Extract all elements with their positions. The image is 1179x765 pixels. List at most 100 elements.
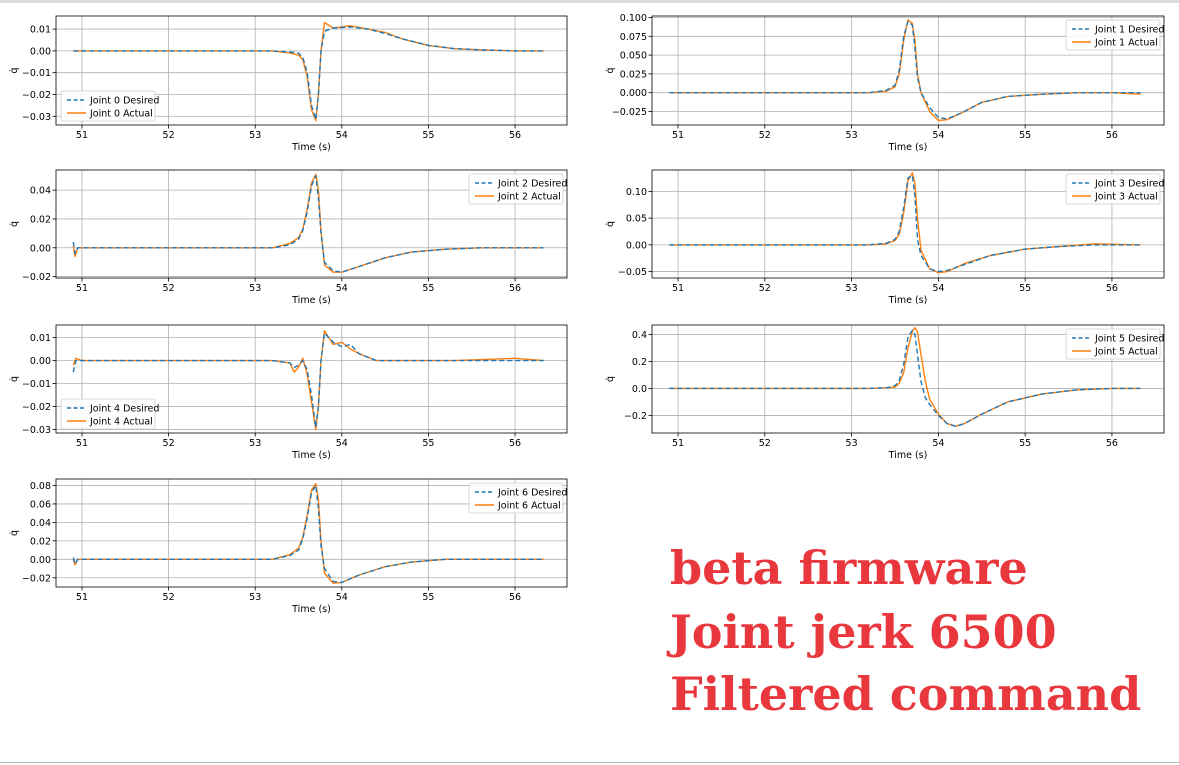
y-axis-label: q̇ — [605, 221, 616, 227]
subplot-joint-5: 51 52 53 54 55 56 −0.2 0.0 0.2 0.4 Time (s) q̇ Joint… — [605, 324, 1165, 461]
x-axis-label: Time (s) — [888, 295, 928, 306]
subplot-joint-2: 51 52 53 54 55 56 −0.02 0.00 0.02 0.04 Time (s) q̇ J… — [9, 169, 568, 306]
subplot-joint-1: 51 52 53 54 55 56 −0.025 0.000 0.025 0.050 0.075 0.… — [605, 13, 1164, 153]
y-tick-label: 0.100 — [620, 13, 647, 24]
x-tick-label: 51 — [672, 438, 684, 449]
subplot-joint-6: 51 52 53 54 55 56 −0.02 0.00 0.02 0.04 0.06 0.08 Tim… — [9, 478, 568, 615]
x-tick-label: 55 — [422, 592, 434, 603]
x-tick-label: 56 — [509, 283, 521, 294]
x-tick-label: 56 — [1106, 438, 1118, 449]
y-tick-label: 0.06 — [30, 499, 51, 510]
legend-label: Joint 2 Actual — [497, 191, 561, 202]
x-tick-label: 52 — [759, 130, 771, 141]
y-tick-label: 0.000 — [620, 88, 647, 99]
caption-line-1: beta firmware — [670, 541, 1028, 595]
x-tick-label: 55 — [422, 283, 434, 294]
desired-line-joint-1 — [669, 20, 1141, 120]
x-tick-label: 52 — [759, 283, 771, 294]
y-tick-label: −0.05 — [618, 267, 647, 278]
x-tick-label: 53 — [846, 130, 858, 141]
y-tick-label: −0.01 — [22, 379, 51, 390]
x-tick-label: 56 — [509, 592, 521, 603]
y-tick-label: 0.075 — [620, 32, 647, 43]
legend-label: Joint 6 Desired — [497, 487, 567, 498]
legend-label: Joint 5 Desired — [1094, 333, 1164, 344]
x-tick-label: 56 — [1106, 283, 1118, 294]
x-tick-label: 54 — [932, 438, 944, 449]
legend-label: Joint 5 Actual — [1094, 346, 1158, 357]
y-axis-label: q̇ — [605, 376, 616, 382]
y-tick-label: 0.4 — [632, 330, 647, 341]
legend: Joint 1 Desired Joint 1 Actual — [1065, 19, 1164, 51]
desired-line-joint-2 — [72, 175, 544, 273]
y-tick-label: 0.00 — [30, 46, 51, 57]
x-tick-label: 51 — [76, 592, 88, 603]
y-axis-label: q̇ — [9, 376, 20, 382]
x-tick-label: 53 — [249, 438, 261, 449]
x-tick-label: 55 — [1019, 438, 1031, 449]
y-tick-label: 0.025 — [620, 69, 647, 80]
y-tick-label: 0.050 — [620, 51, 647, 62]
legend: Joint 3 Desired Joint 3 Actual — [1065, 173, 1164, 205]
axes-frame — [651, 324, 1165, 434]
x-tick-label: 52 — [163, 438, 175, 449]
x-axis-label: Time (s) — [291, 450, 331, 461]
y-tick-label: −0.025 — [612, 107, 647, 118]
legend: Joint 5 Desired Joint 5 Actual — [1065, 328, 1164, 360]
y-tick-label: 0.02 — [30, 214, 51, 225]
y-tick-label: 0.10 — [626, 187, 647, 198]
x-tick-label: 52 — [163, 283, 175, 294]
caption-line-3: Filtered command — [670, 667, 1142, 721]
y-tick-label: 0.04 — [30, 186, 51, 197]
y-tick-label: 0.08 — [30, 481, 51, 492]
x-tick-label: 51 — [76, 130, 88, 141]
y-tick-label: 0.02 — [30, 536, 51, 547]
x-tick-label: 52 — [163, 130, 175, 141]
subplot-joint-0: 51 52 53 54 55 56 −0.03 −0.02 −0.01 0.00 0.01 Time … — [9, 15, 568, 153]
x-tick-label: 52 — [163, 592, 175, 603]
x-tick-label: 56 — [509, 130, 521, 141]
window-top-border — [0, 0, 1179, 3]
x-axis-label: Time (s) — [888, 450, 928, 461]
y-tick-label: 0.2 — [632, 357, 647, 368]
y-axis-label: q̇ — [9, 530, 20, 536]
x-tick-label: 54 — [336, 438, 348, 449]
legend-label: Joint 0 Desired — [89, 95, 159, 106]
y-tick-label: 0.01 — [30, 333, 51, 344]
y-tick-label: 0.00 — [30, 555, 51, 566]
x-tick-label: 56 — [509, 438, 521, 449]
legend-label: Joint 3 Desired — [1094, 178, 1164, 189]
desired-line-joint-6 — [72, 484, 544, 584]
x-tick-label: 53 — [846, 438, 858, 449]
axes-frame — [55, 169, 568, 279]
legend: Joint 6 Desired Joint 6 Actual — [468, 482, 567, 514]
axes-frame — [55, 15, 568, 126]
y-tick-label: −0.02 — [22, 573, 51, 584]
legend-label: Joint 4 Desired — [89, 403, 159, 414]
x-tick-label: 54 — [932, 130, 944, 141]
axes-frame — [55, 324, 568, 434]
axes-frame — [55, 478, 568, 588]
y-tick-label: 0.05 — [626, 214, 647, 225]
x-tick-label: 53 — [249, 592, 261, 603]
x-tick-label: 51 — [672, 283, 684, 294]
desired-line-joint-0 — [73, 26, 544, 121]
x-tick-label: 55 — [1019, 283, 1031, 294]
y-axis-label: q̇ — [9, 67, 20, 73]
desired-line-joint-5 — [669, 329, 1141, 427]
legend-label: Joint 6 Actual — [497, 500, 561, 511]
y-tick-label: 0.00 — [30, 356, 51, 367]
y-tick-label: 0.04 — [30, 518, 51, 529]
axes-frame — [651, 15, 1165, 126]
x-axis-label: Time (s) — [291, 604, 331, 615]
x-tick-label: 51 — [76, 438, 88, 449]
desired-line-joint-4 — [72, 332, 544, 428]
legend-label: Joint 1 Actual — [1094, 37, 1158, 48]
x-tick-label: 54 — [336, 130, 348, 141]
y-axis-label: q̇ — [605, 67, 616, 73]
x-tick-label: 53 — [846, 283, 858, 294]
x-tick-label: 54 — [336, 592, 348, 603]
axes-frame — [651, 169, 1165, 279]
y-tick-label: −0.2 — [624, 411, 647, 422]
